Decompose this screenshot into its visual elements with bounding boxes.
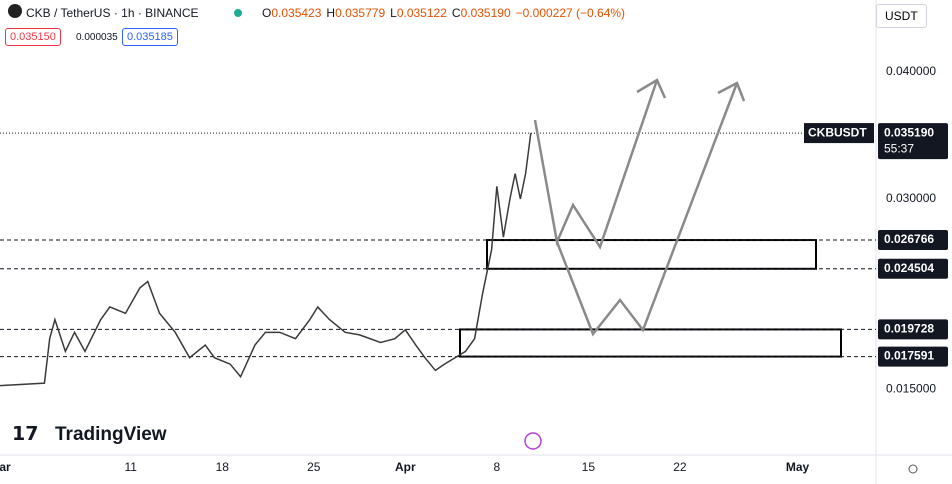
- spread: 0.000035: [76, 32, 118, 43]
- level-tag: [878, 258, 948, 279]
- x-tick-label: 11: [125, 460, 138, 474]
- ohlc: O0.035423 H0.035779 L0.035122 C0.035190 −0.0…: [262, 6, 625, 20]
- x-tick-label: 8: [493, 460, 500, 474]
- x-tick-label: May: [786, 460, 810, 474]
- level-label: 0.019728: [884, 322, 934, 336]
- level-label: 0.026766: [884, 232, 934, 246]
- level-tag: [878, 230, 948, 251]
- ohlc-value: 0.035190: [460, 6, 511, 20]
- current-name-tag: [804, 123, 874, 144]
- y-tick-label: 0.040000: [886, 64, 936, 78]
- zone-box: [459, 328, 842, 358]
- level-tag: [878, 346, 948, 367]
- x-tick-label: 22: [673, 460, 687, 474]
- x-tick-label: 25: [307, 460, 321, 474]
- ask[interactable]: 0.035185: [122, 28, 178, 46]
- ohlc-label: H: [326, 6, 336, 20]
- x-tick-label: 18: [216, 460, 230, 474]
- y-tick-label: 0.030000: [886, 191, 936, 205]
- x-tick-label: Mar: [0, 460, 11, 474]
- bid[interactable]: 0.035150: [5, 28, 61, 46]
- x-tick-label: 15: [582, 460, 596, 474]
- arrow-head: [717, 81, 746, 102]
- event-icon[interactable]: [524, 432, 542, 450]
- current-price-tag: [878, 123, 948, 160]
- ohlc-label: O: [262, 6, 272, 20]
- settings-icon[interactable]: [908, 464, 918, 474]
- currency[interactable]: USDT: [876, 4, 927, 28]
- ohlc-label: L: [390, 6, 397, 20]
- level-label: 0.024504: [884, 261, 934, 275]
- arrow: [555, 82, 739, 337]
- market-status: [234, 9, 242, 17]
- current-price: 0.035190: [884, 125, 934, 139]
- countdown: 55:37: [884, 141, 914, 155]
- y-tick-label: 0.015000: [886, 382, 936, 396]
- arrow-head: [636, 78, 667, 99]
- change: −0.000227 (−0.64%): [515, 6, 626, 20]
- ohlc-label: C: [451, 6, 461, 20]
- level-tag: [878, 319, 948, 340]
- level-label: 0.017591: [884, 349, 934, 363]
- arrow: [533, 79, 659, 250]
- logo: TradingView: [55, 424, 167, 445]
- logo-mark: 𝟭𝟳: [12, 424, 38, 445]
- projection-arrows: [533, 78, 746, 337]
- ohlc-value: 0.035122: [396, 6, 447, 20]
- symbol-icon: [8, 4, 22, 18]
- symbol[interactable]: CKB / TetherUS · 1h · BINANCE: [26, 6, 199, 20]
- ohlc-value: 0.035423: [271, 6, 322, 20]
- current-name: CKBUSDT: [808, 125, 867, 139]
- price-line: [0, 132, 532, 387]
- ohlc-value: 0.035779: [335, 6, 386, 20]
- x-tick-label: Apr: [395, 460, 416, 474]
- zone-box: [486, 239, 817, 270]
